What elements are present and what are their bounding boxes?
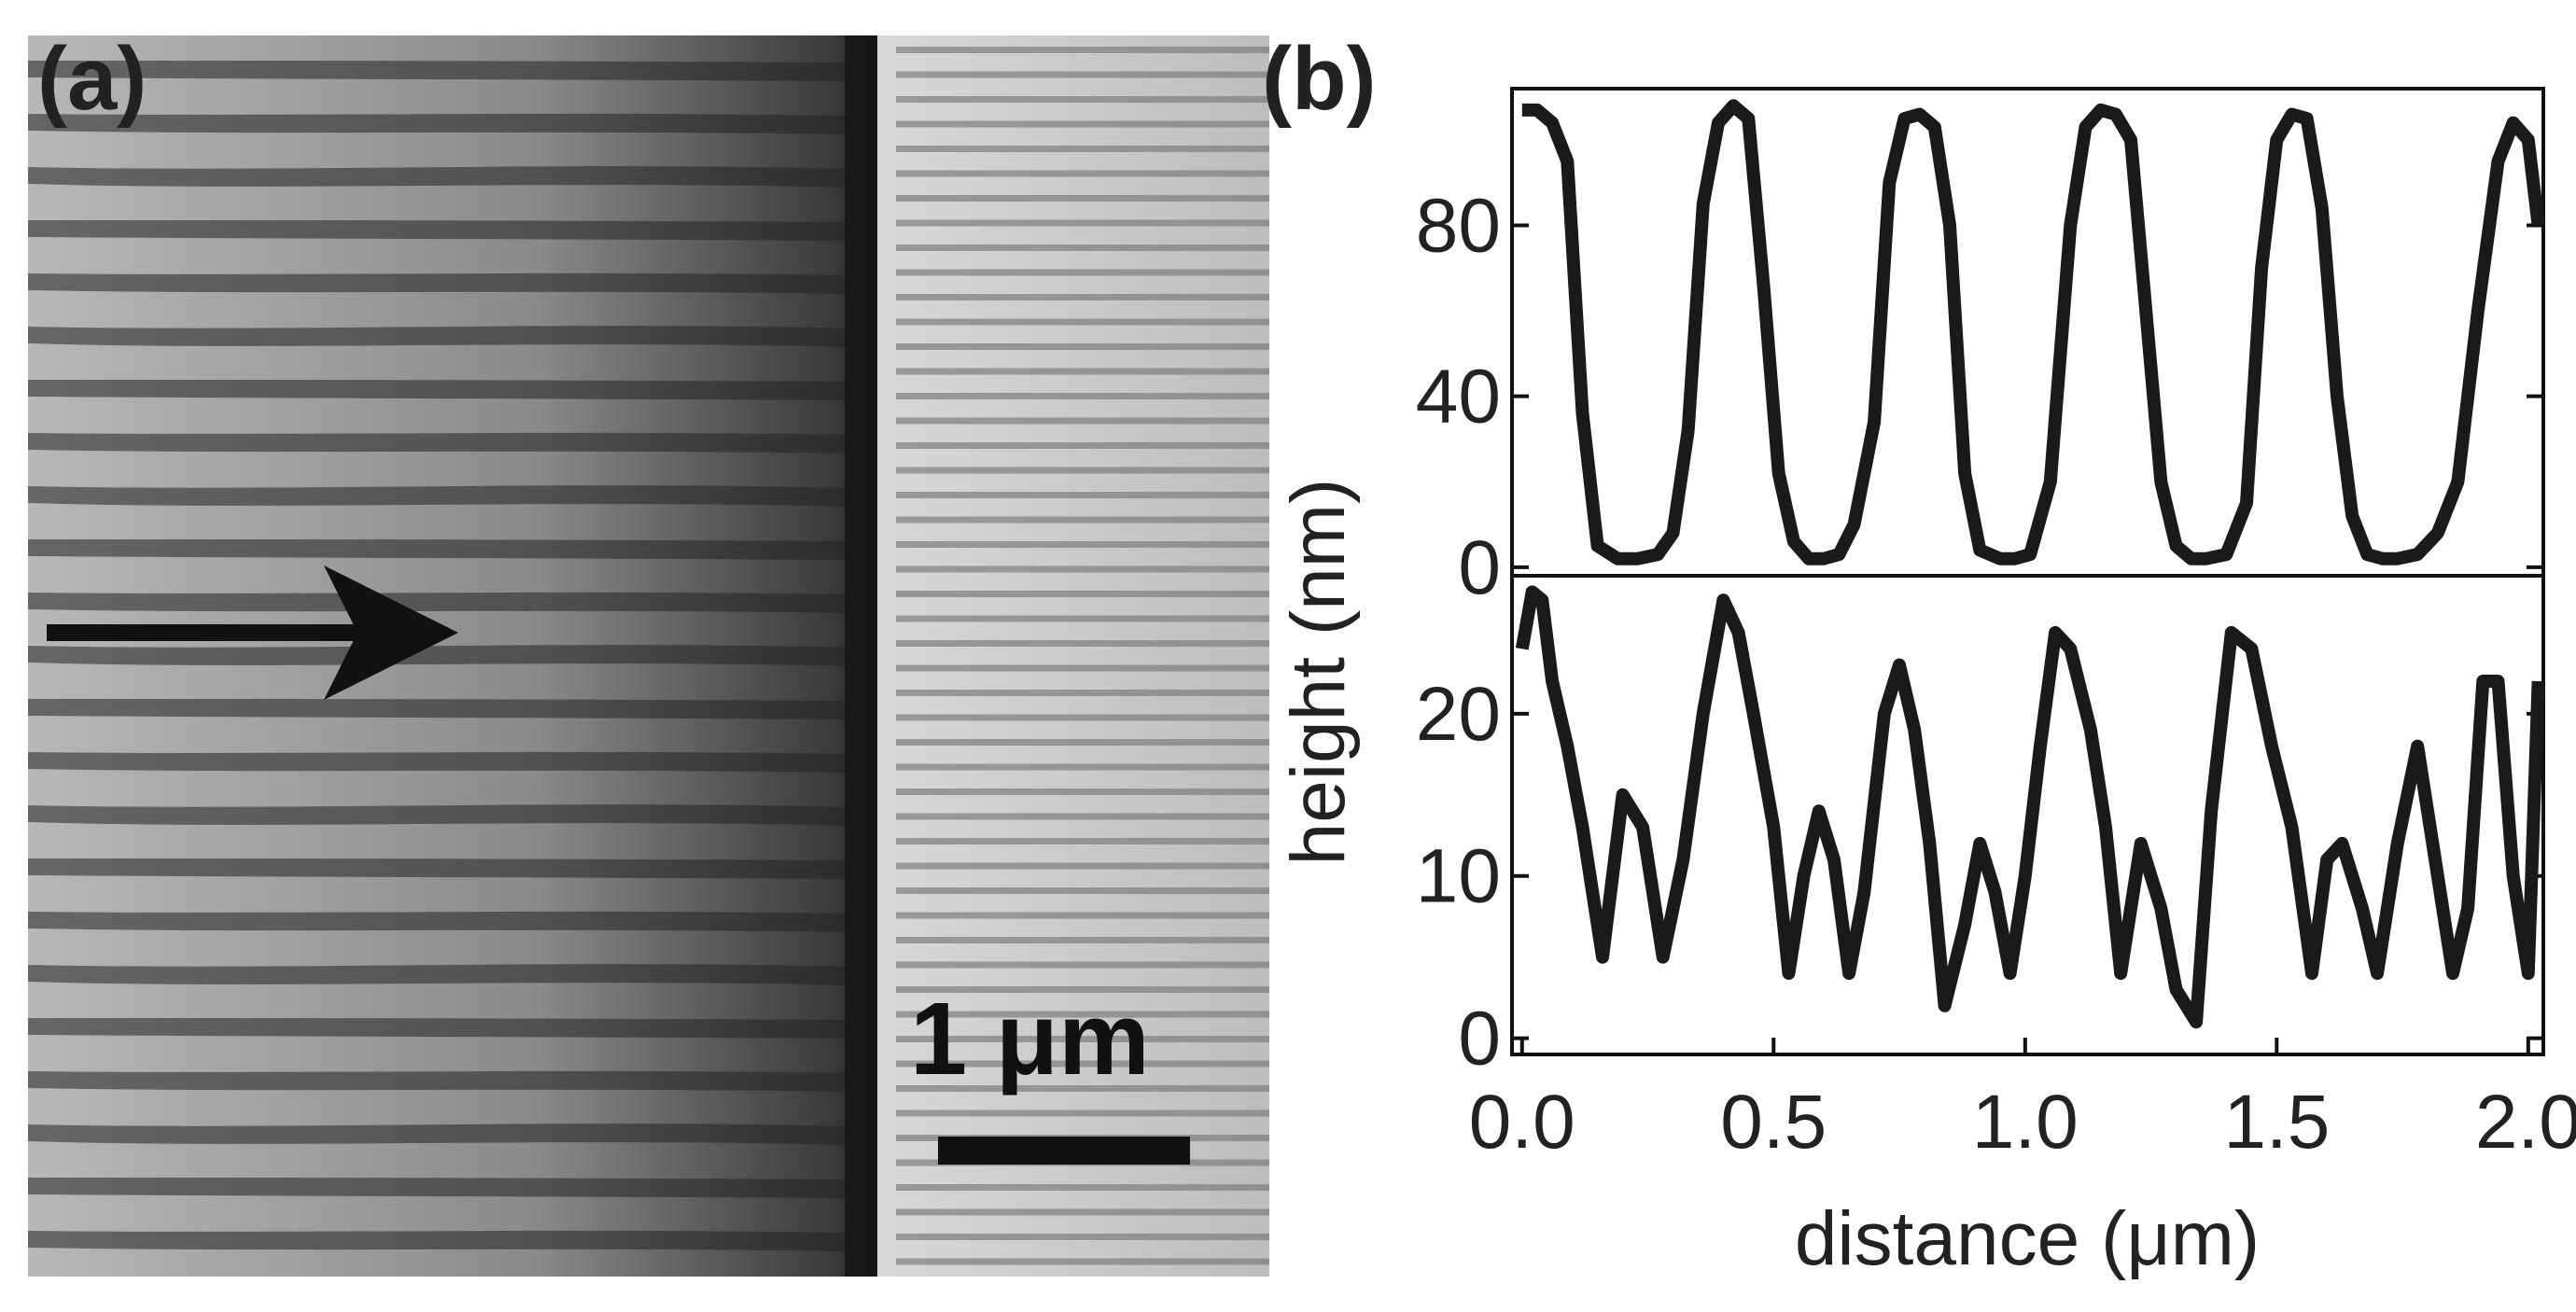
afm-dark-stripe [28, 964, 849, 985]
afm-fine-stripe [896, 1184, 1269, 1191]
afm-fine-stripe [896, 789, 1269, 795]
upper-y-tick-label: 0 [1458, 525, 1501, 610]
scale-bar [938, 1137, 1190, 1165]
afm-fine-stripe [896, 343, 1269, 350]
afm-fine-stripe [896, 1036, 1269, 1042]
upper-profile-line [1521, 99, 2545, 565]
afm-fine-stripe [896, 887, 1269, 894]
afm-fine-stripe [896, 690, 1269, 696]
x-tick-label: 1.0 [1972, 1080, 2079, 1165]
afm-fine-stripe [896, 763, 1269, 771]
afm-fine-stripe [896, 937, 1269, 943]
afm-image [28, 35, 1269, 1277]
afm-fine-stripe [896, 739, 1269, 746]
afm-dark-stripe [28, 113, 849, 134]
afm-fine-stripe [896, 71, 1269, 78]
afm-fine-stripe [896, 417, 1269, 425]
afm-dark-stripe [28, 1124, 849, 1145]
afm-fine-stripe [896, 1208, 1269, 1216]
afm-dark-stripe [28, 220, 849, 241]
afm-fine-stripe [896, 664, 1269, 672]
afm-dark-stripe [28, 858, 849, 879]
afm-fine-stripe [896, 541, 1269, 548]
afm-fine-stripe [896, 393, 1269, 399]
afm-dark-stripe [28, 1230, 849, 1251]
afm-fine-stripe [896, 862, 1269, 870]
profile-plots: 0 40 80 0 10 20 0.0 0.5 1.0 1.5 2.0 distance (μm… [1276, 87, 2576, 1281]
afm-dark-stripe [28, 1018, 849, 1039]
lower-y-tick-label: 20 [1416, 672, 1501, 757]
afm-fine-stripe [896, 442, 1269, 449]
afm-fine-stripe [896, 1011, 1269, 1018]
afm-fine-stripe [896, 714, 1269, 721]
afm-fine-stripe [896, 1110, 1269, 1117]
afm-dark-stripe [28, 432, 849, 454]
scale-bar-label: 1 μm [910, 982, 1150, 1096]
afm-fine-stripe [896, 467, 1269, 474]
afm-fine-stripe [896, 986, 1269, 993]
afm-fine-stripe [896, 368, 1269, 375]
afm-dark-stripe [28, 485, 849, 507]
afm-dark-stripe [28, 166, 849, 188]
afm-fine-stripe [896, 146, 1269, 152]
afm-dark-stripe [28, 1070, 849, 1092]
afm-fine-stripe [896, 516, 1269, 523]
afm-dark-stripe [28, 326, 849, 347]
afm-fine-stripe [896, 269, 1269, 276]
x-tick-label: 0.0 [1469, 1080, 1575, 1165]
afm-stripes-left [28, 61, 849, 1251]
afm-dark-stripe [28, 699, 849, 719]
y-axis-label: height (nm) [1276, 479, 1361, 866]
afm-dark-stripe [28, 751, 849, 773]
afm-fine-stripe [896, 294, 1269, 300]
afm-dark-stripe [28, 592, 849, 613]
afm-dark-stripe [28, 1178, 849, 1198]
lower-y-axis: 0 10 20 [1416, 672, 2543, 1082]
x-tick-label: 0.5 [1720, 1080, 1827, 1165]
x-tick-label: 1.5 [2223, 1080, 2330, 1165]
panel-b-label: (b) [1262, 29, 1377, 129]
afm-fine-stripe [896, 1234, 1269, 1240]
afm-dark-stripe [28, 380, 849, 400]
panel-a-label: (a) [37, 29, 147, 129]
afm-fine-stripe [896, 170, 1269, 177]
afm-fine-stripe [896, 640, 1269, 647]
upper-y-tick-label: 80 [1416, 184, 1501, 269]
x-tick-label: 2.0 [2475, 1080, 2576, 1165]
afm-dark-stripe [28, 272, 849, 294]
lower-y-tick-label: 0 [1458, 997, 1501, 1082]
afm-fine-stripe [896, 219, 1269, 227]
upper-y-tick-label: 40 [1416, 355, 1501, 440]
afm-dark-stripe [28, 911, 849, 932]
afm-fine-stripe [896, 244, 1269, 251]
afm-fine-stripe [896, 1258, 1269, 1265]
afm-fine-stripe [896, 96, 1269, 103]
lower-y-tick-label: 10 [1416, 834, 1501, 919]
x-axis: 0.0 0.5 1.0 1.5 2.0 [1469, 1038, 2576, 1165]
afm-dark-stripe [28, 61, 849, 81]
afm-fine-stripe [896, 195, 1269, 202]
afm-fine-stripe [896, 120, 1269, 128]
afm-fine-stripe [896, 47, 1269, 53]
afm-fine-stripe [896, 565, 1269, 573]
afm-fine-stripe [896, 1060, 1269, 1068]
afm-fine-stripe [896, 615, 1269, 622]
lower-profile-line [1515, 585, 2545, 1029]
afm-fine-stripe [896, 813, 1269, 820]
afm-fine-stripe [896, 961, 1269, 969]
afm-fine-stripe [896, 1085, 1269, 1092]
afm-stripes-right [896, 47, 1269, 1265]
afm-dark-stripe [28, 645, 849, 666]
x-axis-label: distance (μm) [1795, 1196, 2260, 1281]
afm-fine-stripe [896, 492, 1269, 498]
upper-y-axis: 0 40 80 [1416, 184, 2543, 610]
afm-fine-stripe [896, 318, 1269, 326]
afm-fine-stripe [896, 912, 1269, 919]
afm-dark-stripe [28, 804, 849, 826]
afm-fine-stripe [896, 838, 1269, 844]
afm-fine-stripe [896, 591, 1269, 597]
afm-dark-stripe [28, 539, 849, 560]
